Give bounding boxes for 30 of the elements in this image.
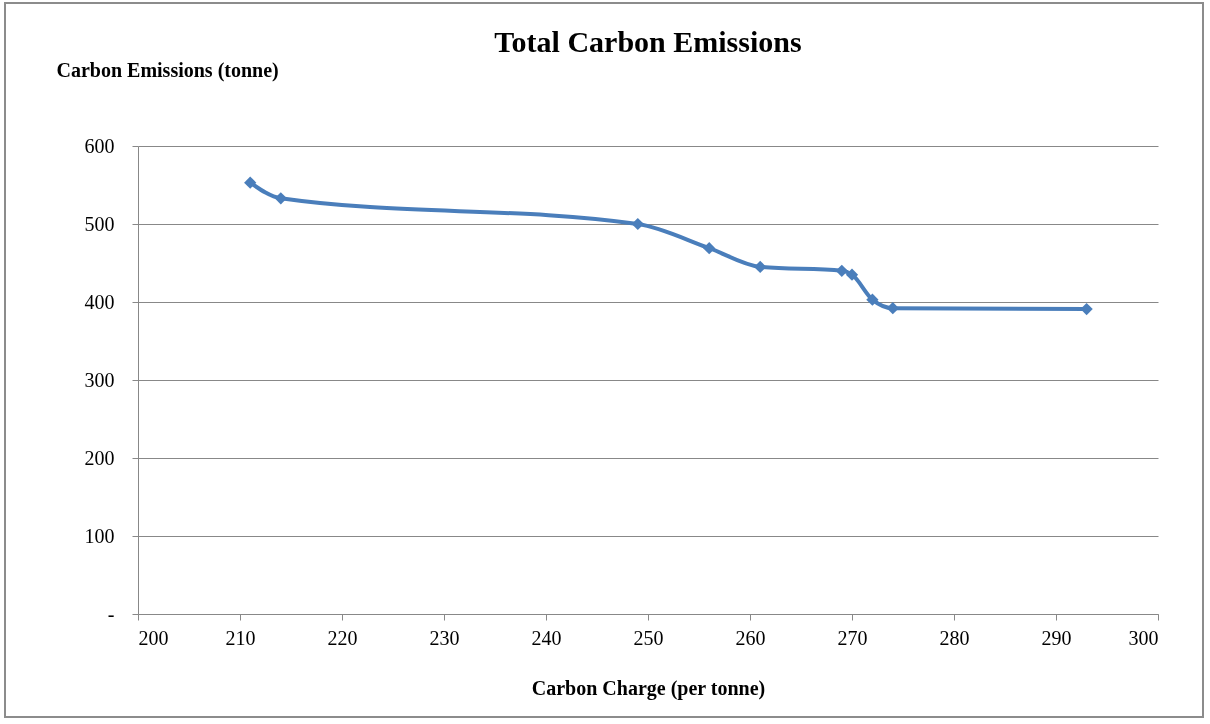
y-axis-title: Carbon Emissions (tonne) xyxy=(56,58,279,82)
x-axis-title: Carbon Charge (per tonne) xyxy=(531,676,766,700)
point xyxy=(845,268,859,281)
y-tick-label: 500 xyxy=(84,212,115,235)
y-tick-label: 200 xyxy=(84,446,115,469)
x-tick-label: 200 xyxy=(138,626,169,649)
y-tick-label: 300 xyxy=(84,368,115,391)
x-tick-label: 240 xyxy=(531,626,562,649)
y-tick-label: 100 xyxy=(84,524,115,547)
point xyxy=(886,302,899,315)
y-tick-label: 400 xyxy=(84,290,115,313)
point xyxy=(1080,302,1093,316)
x-tick-label: 270 xyxy=(837,626,868,649)
x-tick-label: 220 xyxy=(327,626,358,649)
x-tick-label: 250 xyxy=(633,626,664,649)
point xyxy=(866,293,879,306)
point xyxy=(754,260,767,274)
point xyxy=(631,217,644,231)
chart-title: Total Carbon Emissions xyxy=(494,25,802,58)
point xyxy=(244,176,257,189)
y-tick-label: 600 xyxy=(84,134,115,157)
x-tick-label: 300 xyxy=(1128,626,1159,649)
x-tick-label: 230 xyxy=(429,626,460,649)
point xyxy=(274,192,287,205)
y-tick-label: - xyxy=(107,602,115,625)
x-tick-label: 210 xyxy=(225,626,256,649)
x-tick-label: 280 xyxy=(939,626,970,649)
x-tick-label: 260 xyxy=(735,626,766,649)
point xyxy=(703,242,716,255)
x-tick-label: 290 xyxy=(1041,626,1072,649)
